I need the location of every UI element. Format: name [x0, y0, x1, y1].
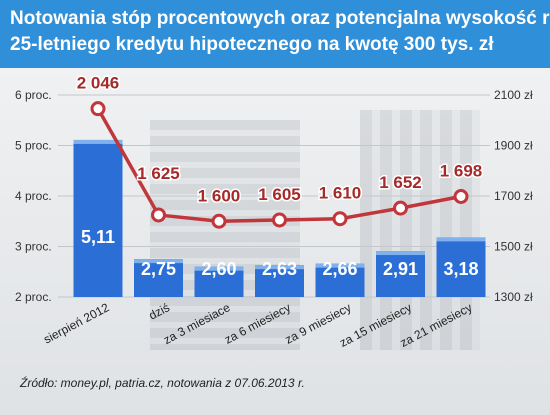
bar-top-highlight — [134, 259, 183, 264]
line-value-label: 1 652 — [379, 173, 422, 192]
bar — [436, 237, 486, 297]
line-value-label: 1 625 — [137, 164, 180, 183]
y-left-tick-label: 4 proc. — [15, 189, 52, 203]
line-point — [332, 211, 348, 227]
line-point — [90, 101, 106, 117]
bar — [315, 263, 365, 297]
x-tick-label: sierpień 2012 — [41, 300, 111, 346]
y-left-tick-label: 5 proc. — [15, 139, 52, 153]
background-building-left — [150, 120, 300, 350]
y-left-tick-label: 6 proc. — [15, 88, 52, 102]
bar-value-label: 2,66 — [322, 259, 357, 279]
bar — [73, 139, 123, 297]
line-point — [211, 213, 227, 229]
x-tick-label: za 3 miesiace — [161, 300, 233, 347]
source-note: Źródło: money.pl, patria.cz, notowania z… — [20, 376, 305, 390]
line-point — [453, 189, 469, 205]
chart-title-line-2: 25-letniego kredytu hipotecznego na kwot… — [10, 34, 494, 55]
bar-value-label: 3,18 — [443, 259, 478, 279]
chart-title: Notowania stóp procentowych oraz potencj… — [10, 6, 550, 58]
bar — [376, 251, 425, 297]
y-right-tick-label: 1900 zł — [494, 139, 533, 153]
line-series — [90, 101, 469, 229]
gridlines — [58, 94, 490, 298]
x-tick-label: dziś — [146, 300, 171, 322]
bar-top-highlight — [73, 139, 123, 144]
bar-top-highlight — [376, 251, 425, 256]
y-right-tick-label: 2100 zł — [494, 88, 533, 102]
bar-value-label: 5,11 — [81, 227, 115, 247]
bar-series — [73, 139, 486, 297]
bar-value-label: 2,91 — [383, 259, 418, 279]
y-right-tick-label: 1300 zł — [494, 290, 533, 304]
bar-top-highlight — [255, 265, 304, 270]
line-point — [151, 207, 166, 223]
bar-value-label: 2,75 — [141, 259, 176, 279]
y-right-tick-label: 1700 zł — [494, 189, 533, 203]
line-point — [272, 212, 287, 228]
line-value-label: 2 046 — [77, 74, 120, 93]
bar-value-label: 2,60 — [201, 259, 236, 279]
x-tick-label: za 6 miesiecy — [222, 300, 293, 346]
bar-value-label: 2,63 — [262, 259, 297, 279]
data-labels: 5,11 2,75 2,60 2,63 2,66 2,91 3,18 2 046 1 625 1 … — [75, 72, 484, 279]
line-value-label: 1 610 — [319, 184, 362, 203]
y-right-tick-label: 1500 zł — [494, 240, 533, 254]
bar-top-highlight — [315, 263, 365, 268]
chart-header: Notowania stóp procentowych oraz potencj… — [0, 0, 550, 68]
bar — [194, 266, 244, 297]
bar-top-highlight — [194, 266, 244, 271]
y-left-tick-label: 2 proc. — [15, 290, 52, 304]
background-building-right — [360, 110, 480, 350]
line-point — [393, 200, 408, 216]
chart-title-line-1: Notowania stóp procentowych oraz potencj… — [10, 8, 550, 29]
bar-top-highlight — [436, 237, 486, 242]
y-left-tick-label: 3 proc. — [15, 240, 52, 254]
line-value-label: 1 600 — [198, 186, 241, 205]
bar — [255, 265, 304, 297]
bar — [134, 259, 183, 297]
line-value-label: 1 605 — [258, 185, 301, 204]
line-value-label: 1 698 — [440, 162, 483, 181]
